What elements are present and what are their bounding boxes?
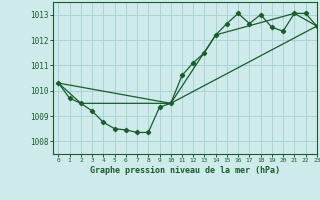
X-axis label: Graphe pression niveau de la mer (hPa): Graphe pression niveau de la mer (hPa) bbox=[90, 166, 280, 175]
